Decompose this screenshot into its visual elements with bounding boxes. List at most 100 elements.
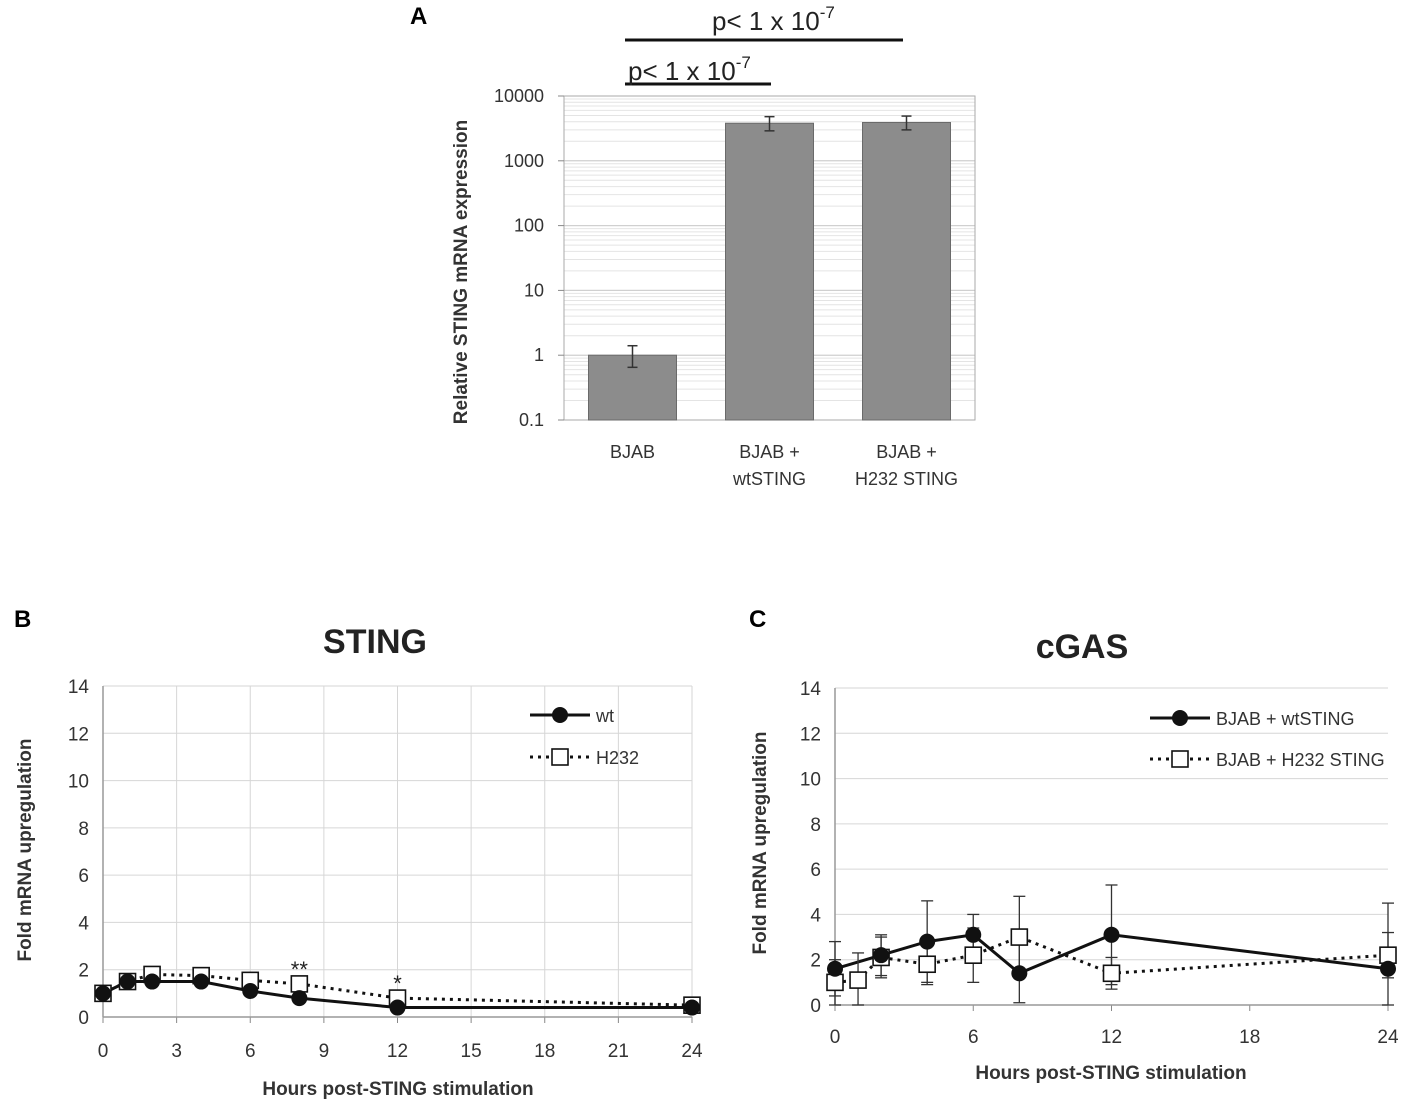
y-tick-label: 0.1 <box>519 410 544 430</box>
y-tick-label: 14 <box>68 677 90 698</box>
x-tick-label: 12 <box>1101 1027 1122 1048</box>
y-tick-label: 8 <box>78 819 89 840</box>
x-tick-label: 21 <box>608 1041 629 1062</box>
legend-label: H232 <box>596 748 639 768</box>
x-tick-label: 3 <box>171 1041 182 1062</box>
p-value-label: p< 1 x 10-7 <box>712 3 835 36</box>
x-tick-label: H232 STING <box>855 469 958 489</box>
legend-label: wt <box>595 706 614 726</box>
y-tick-label: 8 <box>810 815 821 836</box>
panel-a-x-ticks: BJAB BJAB + wtSTING BJAB + H232 STING <box>610 442 958 489</box>
data-point <box>1380 960 1396 977</box>
legend-label: BJAB + H232 STING <box>1216 750 1385 770</box>
y-tick-label: 10 <box>800 770 821 791</box>
y-tick-label: 2 <box>810 951 821 972</box>
legend-label: BJAB + wtSTING <box>1216 709 1355 729</box>
data-point <box>964 946 983 964</box>
data-point <box>291 990 308 1007</box>
data-point <box>919 933 936 950</box>
x-tick-label: 9 <box>319 1041 330 1062</box>
y-tick-label: 12 <box>68 724 89 745</box>
y-tick-label: 1 <box>534 345 544 365</box>
data-point <box>119 973 136 990</box>
panel-b-series <box>94 965 701 1016</box>
p-value-label: p< 1 x 10-7 <box>628 53 751 86</box>
y-tick-label: 1000 <box>504 151 544 171</box>
x-tick-label: BJAB <box>610 442 655 462</box>
panel-b-title: STING <box>323 623 427 661</box>
x-tick-label: 24 <box>681 1041 703 1062</box>
panel-c-ylabel: Fold mRNA upregulation <box>750 731 771 954</box>
bar <box>862 121 951 421</box>
panel-c-series <box>826 884 1397 1006</box>
y-tick-label: 10000 <box>494 86 544 106</box>
data-point <box>1010 928 1029 946</box>
y-tick-label: 2 <box>78 961 89 982</box>
legend-marker <box>551 748 569 766</box>
y-tick-label: 14 <box>800 679 822 700</box>
data-point <box>389 999 406 1016</box>
y-tick-label: 12 <box>800 724 821 745</box>
bar <box>725 122 814 421</box>
panel-c-title: cGAS <box>1036 628 1129 666</box>
panel-b-annotations: *** <box>291 957 402 996</box>
significance-asterisk: ** <box>291 957 309 982</box>
panel-b-grid <box>103 685 693 1017</box>
panel-a-ylabel: Relative STING mRNA expression <box>451 120 472 424</box>
panel-c-legend: BJAB + wtSTING BJAB + H232 STING <box>1150 709 1385 770</box>
y-tick-label: 4 <box>78 913 89 934</box>
legend-marker <box>1171 750 1189 768</box>
x-tick-label: BJAB + <box>876 442 937 462</box>
p-value-exponent: -7 <box>736 53 751 72</box>
data-point <box>1011 965 1028 982</box>
x-tick-label: 18 <box>1239 1027 1260 1048</box>
panel-b-legend: wt H232 <box>530 706 639 768</box>
panel-b-label: B <box>14 606 31 633</box>
x-tick-label: 6 <box>968 1027 979 1048</box>
panel-a-significance: p< 1 x 10-7p< 1 x 10-7 <box>625 3 903 86</box>
x-tick-label: 0 <box>98 1041 109 1062</box>
p-value-exponent: -7 <box>820 3 835 22</box>
x-tick-label: 12 <box>387 1041 408 1062</box>
x-tick-label: BJAB + <box>739 442 800 462</box>
data-point <box>918 955 936 974</box>
panel-a-label: A <box>410 3 427 30</box>
data-point <box>1102 964 1121 983</box>
x-tick-label: 15 <box>461 1041 482 1062</box>
data-point <box>193 973 210 990</box>
y-tick-label: 10 <box>68 772 89 793</box>
legend-marker <box>552 707 568 723</box>
data-point <box>1103 926 1120 943</box>
p-value-base: p< 1 x 10 <box>712 6 820 36</box>
legend-marker <box>1172 710 1188 726</box>
y-tick-label: 6 <box>78 866 89 887</box>
panel-c-label: C <box>749 606 766 633</box>
panel-c-xlabel: Hours post-STING stimulation <box>975 1063 1246 1084</box>
y-tick-label: 4 <box>810 905 821 926</box>
y-tick-label: 0 <box>810 996 821 1017</box>
panel-b-xlabel: Hours post-STING stimulation <box>262 1079 533 1100</box>
x-tick-label: wtSTING <box>732 469 806 489</box>
x-tick-label: 18 <box>534 1041 555 1062</box>
data-point <box>873 947 890 964</box>
panel-a-y-ticks: 10000 1000 100 10 1 0.1 <box>494 86 564 430</box>
panel-a-bars <box>588 115 951 421</box>
p-value-base: p< 1 x 10 <box>628 56 736 86</box>
data-point <box>144 973 161 990</box>
data-point <box>849 971 867 989</box>
data-point <box>965 926 982 943</box>
data-point <box>827 960 843 977</box>
panel-a: A p< 1 x 10-7p< 1 x 10-7 100001000100101… <box>410 3 976 489</box>
y-tick-label: 10 <box>524 280 544 300</box>
y-tick-label: 6 <box>810 860 821 881</box>
y-tick-label: 0 <box>78 1008 89 1029</box>
data-point <box>95 985 111 1002</box>
significance-asterisk: * <box>393 971 402 996</box>
data-point <box>684 999 700 1016</box>
x-tick-label: 24 <box>1377 1027 1399 1048</box>
